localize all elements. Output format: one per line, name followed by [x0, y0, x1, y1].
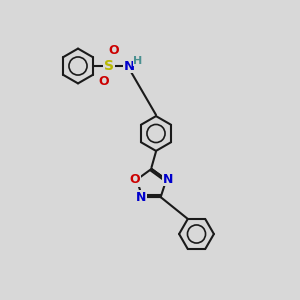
Text: S: S	[104, 59, 114, 73]
Text: N: N	[163, 172, 173, 186]
Text: H: H	[134, 56, 143, 66]
Text: O: O	[98, 75, 109, 88]
Text: N: N	[124, 59, 135, 73]
Text: O: O	[130, 173, 140, 186]
Text: O: O	[109, 44, 119, 57]
Text: N: N	[136, 191, 146, 204]
